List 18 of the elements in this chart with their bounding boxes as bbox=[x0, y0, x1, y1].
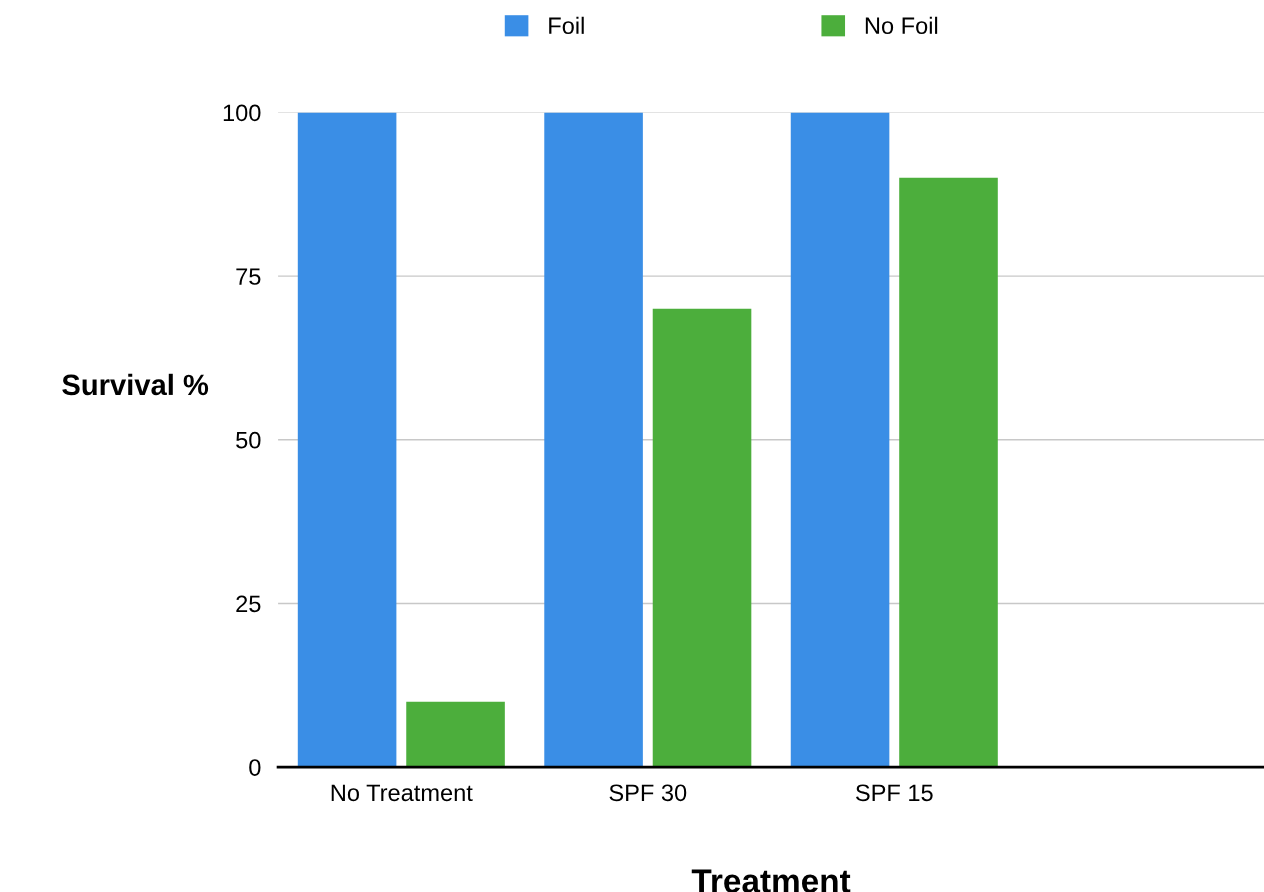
y-tick-label: 100 bbox=[223, 104, 261, 122]
x-tick-label: SPF 30 bbox=[609, 784, 687, 802]
bar bbox=[899, 177, 998, 768]
legend-label: No Foil bbox=[865, 16, 938, 35]
bar bbox=[790, 112, 890, 768]
y-tick-label: 50 bbox=[236, 431, 261, 449]
y-tick-label: 25 bbox=[236, 595, 261, 613]
bar bbox=[652, 308, 752, 768]
legend-label: Foil bbox=[549, 16, 584, 35]
y-tick-label: 75 bbox=[236, 268, 261, 285]
x-axis-title: Treatment bbox=[691, 869, 851, 892]
x-tick-label: No Treatment bbox=[331, 784, 473, 802]
x-tick-label: SPF 15 bbox=[855, 784, 933, 802]
y-axis-title: Survival % bbox=[62, 373, 209, 396]
y-tick-label: 0 bbox=[249, 759, 261, 776]
bar bbox=[406, 701, 505, 768]
bar bbox=[544, 112, 643, 768]
bar bbox=[297, 112, 397, 768]
